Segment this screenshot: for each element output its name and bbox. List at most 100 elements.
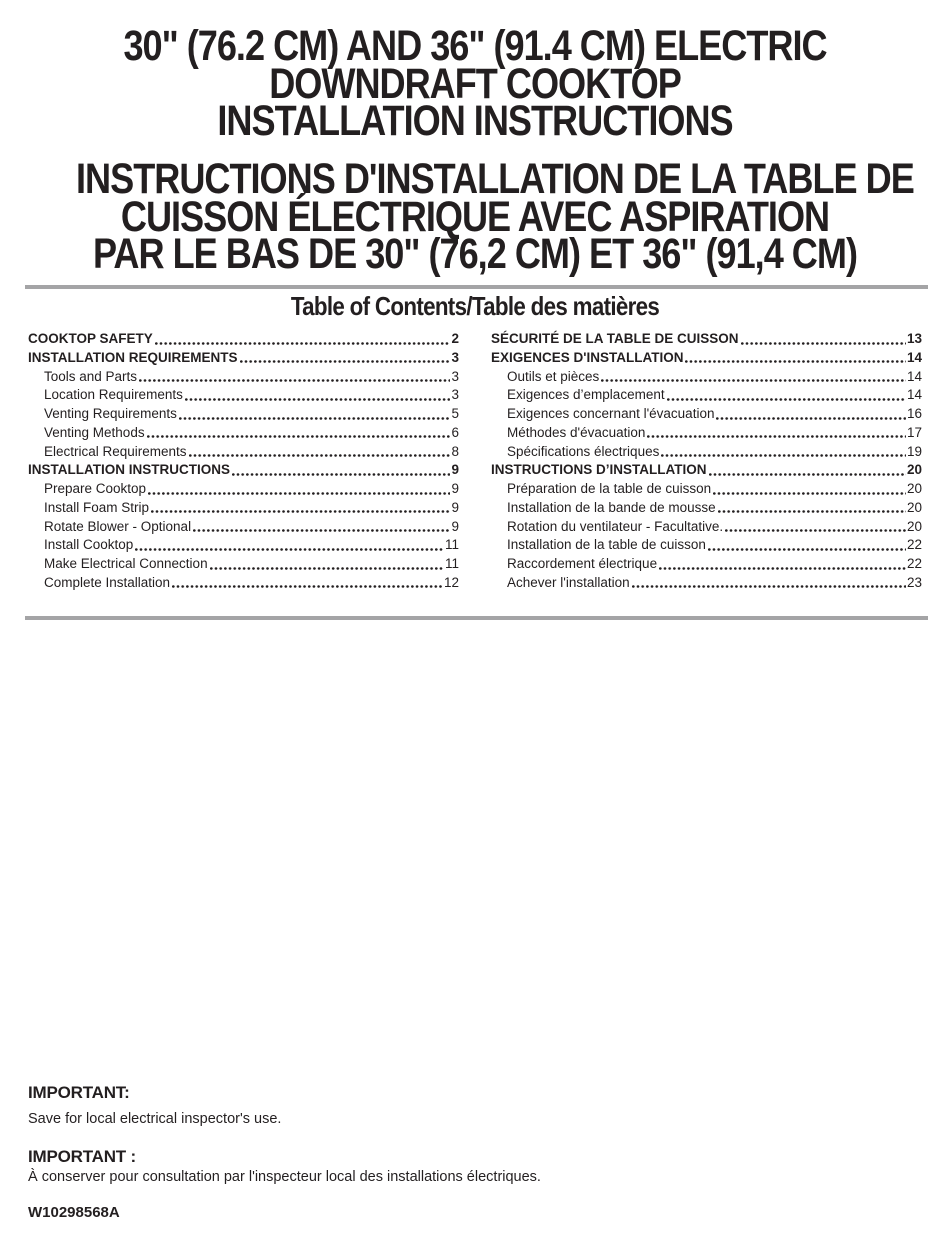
toc-entry-label: Venting Methods — [44, 424, 145, 440]
toc-entry: Install Cooktop 11 — [28, 536, 459, 555]
toc-entry-label: Méthodes d'évacuation — [507, 424, 646, 440]
horizontal-rule-bottom — [25, 616, 928, 620]
toc-entry-label: Rotate Blower - Optional — [44, 518, 192, 534]
toc-entry-page: 16 — [906, 406, 922, 421]
toc-leader-dots — [684, 348, 906, 368]
toc-column-english: COOKTOP SAFETY 2 INSTALLATION REQUIREMEN… — [28, 330, 459, 593]
toc-entry-page: 11 — [444, 537, 459, 553]
toc-leader-dots — [134, 536, 444, 555]
title-fr-line-2: CUISSON ÉLECTRIQUE AVEC ASPIRATION — [120, 192, 830, 241]
toc-leader-dots — [192, 517, 451, 537]
toc-entry-label: Electrical Requirements — [44, 443, 187, 459]
toc-entry-page: 9 — [451, 499, 459, 515]
toc-entry: Outils et pièces 14 — [491, 367, 922, 387]
toc-entry: Achever l'installation 23 — [491, 573, 922, 593]
toc-entry-page: 12 — [443, 574, 459, 590]
toc-entry-label: Location Requirements — [44, 387, 183, 403]
toc-entry-page: 14 — [906, 349, 922, 365]
toc-entry-label: COOKTOP SAFETY — [28, 331, 153, 346]
toc-entry-page: 2 — [451, 331, 459, 346]
toc-entry-label: Install Foam Strip — [44, 499, 150, 515]
toc-leader-dots — [660, 442, 906, 462]
toc-entry: Make Electrical Connection 11 — [28, 555, 459, 574]
toc-entry-label: INSTALLATION REQUIREMENTS — [28, 349, 238, 365]
toc-leader-dots — [630, 573, 906, 593]
toc-entry: Tools and Parts 3 — [28, 367, 459, 387]
toc-entry: Venting Requirements 5 — [28, 405, 459, 424]
toc-leader-dots — [187, 442, 451, 462]
toc-entry-page: 20 — [906, 462, 922, 478]
toc-leader-dots — [646, 423, 906, 443]
toc-leader-dots — [665, 386, 906, 405]
important-text-english: Save for local electrical inspector's us… — [28, 1111, 282, 1127]
toc-entry-label: EXIGENCES D'INSTALLATION — [491, 349, 684, 365]
horizontal-rule-top — [25, 285, 928, 289]
toc-entry: Location Requirements 3 — [28, 386, 459, 405]
toc-entry-page: 13 — [906, 331, 922, 346]
toc-entry: Installation de la bande de mousse 20 — [491, 498, 922, 518]
toc-entry-label: Prepare Cooktop — [44, 481, 147, 496]
toc-entry-page: 9 — [451, 518, 459, 534]
toc-entry-label: Exigences concernant l'évacuation — [507, 406, 715, 421]
toc-entry-label: Complete Installation — [44, 574, 171, 590]
toc-entry: Exigences d’emplacement 14 — [491, 386, 922, 405]
toc-leader-dots — [658, 555, 906, 574]
important-text-french: À conserver pour consultation par l'insp… — [28, 1169, 541, 1185]
toc-leader-dots — [138, 367, 451, 387]
toc-entry: Electrical Requirements 8 — [28, 442, 459, 462]
toc-leader-dots — [739, 330, 906, 349]
toc-entry-page: 20 — [906, 481, 922, 496]
toc-entry: Venting Methods 6 — [28, 423, 459, 443]
toc-leader-dots — [712, 480, 906, 499]
toc-entry-page: 5 — [451, 406, 459, 421]
toc-entry-page: 17 — [906, 424, 922, 440]
important-heading-french: IMPORTANT : — [28, 1147, 136, 1166]
toc-entry: Prepare Cooktop 9 — [28, 480, 459, 499]
toc-entry: Rotation du ventilateur - Facultative. 2… — [491, 517, 922, 537]
title-en-line-1: 30" (76.2 CM) AND 36" (91.4 CM) ELECTRIC — [123, 22, 827, 70]
toc-leader-dots — [153, 330, 451, 349]
table-of-contents: COOKTOP SAFETY 2 INSTALLATION REQUIREMEN… — [28, 330, 922, 593]
toc-entry-label: Installation de la bande de mousse — [507, 499, 716, 515]
title-en-line-2: DOWNDRAFT COOKTOP — [269, 59, 682, 108]
toc-entry-page: 11 — [444, 556, 459, 571]
toc-entry: INSTRUCTIONS D’INSTALLATION 20 — [491, 461, 922, 480]
toc-entry-page: 14 — [906, 368, 922, 384]
toc-entry: COOKTOP SAFETY 2 — [28, 330, 459, 349]
toc-entry-page: 20 — [906, 499, 922, 515]
toc-leader-dots — [147, 480, 451, 499]
toc-entry-label: Achever l'installation — [507, 574, 630, 590]
toc-entry-label: Préparation de la table de cuisson — [507, 481, 712, 496]
toc-entry-label: SÉCURITÉ DE LA TABLE DE CUISSON — [491, 331, 739, 346]
toc-entry-page: 14 — [906, 387, 922, 403]
toc-entry-page: 9 — [451, 462, 459, 478]
toc-entry: Exigences concernant l'évacuation 16 — [491, 405, 922, 424]
toc-entry-label: Tools and Parts — [44, 368, 138, 384]
toc-entry: Raccordement électrique 22 — [491, 555, 922, 574]
toc-entry-page: 23 — [906, 574, 922, 590]
toc-entry-label: Make Electrical Connection — [44, 556, 208, 571]
toc-entry: Préparation de la table de cuisson 20 — [491, 480, 922, 499]
toc-entry: Rotate Blower - Optional 9 — [28, 517, 459, 537]
toc-leader-dots — [600, 367, 906, 387]
toc-leader-dots — [208, 555, 444, 574]
toc-leader-dots — [145, 423, 451, 443]
toc-leader-dots — [707, 461, 906, 480]
toc-entry-page: 8 — [451, 443, 459, 459]
title-fr-line-3: PAR LE BAS DE 30" (76,2 CM) ET 36" (91,4… — [92, 230, 858, 278]
toc-leader-dots — [238, 348, 451, 368]
toc-entry: INSTALLATION INSTRUCTIONS 9 — [28, 461, 459, 480]
document-title-english: 30" (76.2 CM) AND 36" (91.4 CM) ELECTRIC… — [76, 22, 874, 142]
toc-entry-label: Spécifications électriques — [507, 443, 660, 459]
toc-entry-label: Exigences d’emplacement — [507, 387, 665, 403]
toc-entry-page: 20 — [906, 518, 922, 534]
toc-entry-page: 22 — [906, 537, 922, 553]
toc-leader-dots — [706, 536, 906, 555]
toc-entry-page: 19 — [906, 443, 922, 459]
toc-entry: SÉCURITÉ DE LA TABLE DE CUISSON 13 — [491, 330, 922, 349]
document-title-french: INSTRUCTIONS D'INSTALLATION DE LA TABLE … — [76, 155, 915, 278]
toc-entry: Méthodes d'évacuation 17 — [491, 423, 922, 443]
toc-entry-page: 6 — [451, 424, 459, 440]
toc-entry-label: Rotation du ventilateur - Facultative. — [507, 518, 724, 534]
title-fr-line-1: INSTRUCTIONS D'INSTALLATION DE LA TABLE … — [76, 155, 915, 203]
